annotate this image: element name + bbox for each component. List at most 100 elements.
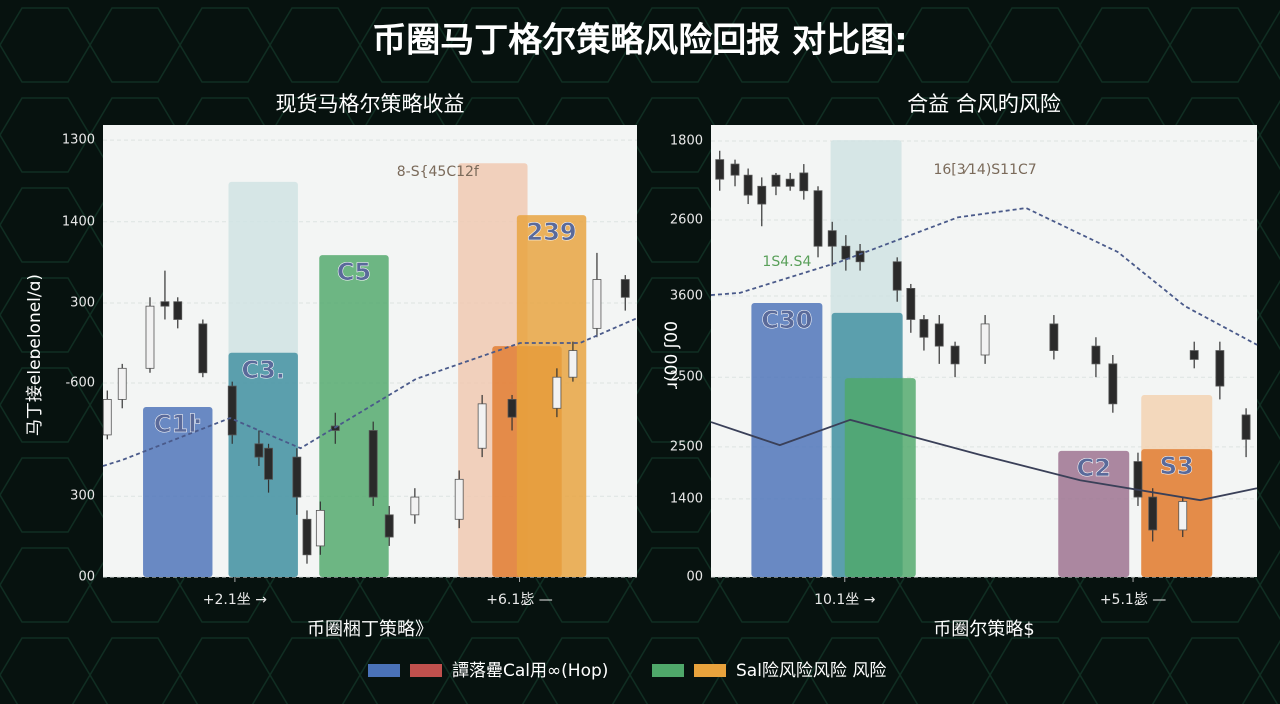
legend-label: 譚落罍Cal用∞(Hop): [452, 661, 608, 681]
candle-body: [799, 172, 809, 192]
bar-label: C2: [1077, 454, 1111, 482]
candle-body: [102, 398, 112, 436]
y-tick-label: 1300: [62, 133, 95, 148]
candle-body: [620, 279, 630, 298]
candle-body: [454, 478, 464, 520]
candle-body: [1091, 345, 1101, 365]
candle-body: [950, 345, 960, 365]
candle-body: [813, 190, 823, 247]
bar: [751, 303, 823, 577]
candle-body: [410, 496, 420, 516]
y-axis-label: 马丁接eleɒelonel/ɑ): [25, 274, 45, 436]
legend-swatch: [368, 664, 400, 677]
candle-body: [160, 301, 170, 307]
candle-body: [368, 430, 378, 498]
candle-body: [1189, 350, 1199, 360]
annotation: 1S4.S4: [762, 254, 811, 270]
y-axis-label: ɹ(00 ʃ00: [662, 321, 682, 389]
candle-body: [1241, 414, 1251, 440]
bar: [844, 378, 916, 577]
page-title: 币圈马丁格尔策略风险回报 对比图:: [372, 21, 907, 61]
y-tick-label: 3600: [670, 288, 703, 303]
candle-body: [757, 185, 767, 205]
candle-body: [507, 398, 517, 418]
legend-label: Sal险风险风险 风险: [736, 661, 886, 681]
candle-body: [302, 518, 312, 556]
bar-label: C5: [337, 258, 371, 286]
candle-body: [715, 159, 725, 180]
candle-body: [841, 245, 851, 260]
candle-body: [785, 178, 795, 187]
candle-body: [934, 323, 944, 347]
y-tick-label: 300: [70, 296, 95, 311]
y-tick-label: 2500: [670, 370, 703, 385]
y-tick-label: 00: [686, 570, 703, 585]
y-tick-label: 300: [70, 489, 95, 504]
candle-body: [477, 403, 487, 449]
candle-body: [1049, 323, 1059, 351]
x-tick-label: 10.1坐 →: [814, 592, 876, 608]
candle-body: [384, 514, 394, 538]
x-tick-label: +2.1坐 →: [203, 592, 267, 608]
bar: [1058, 450, 1130, 577]
candle-body: [198, 323, 208, 374]
legend-swatch: [652, 664, 684, 677]
x-axis-label: 币圈尔策略$: [933, 619, 1034, 640]
candle-body: [906, 287, 916, 320]
candle-body: [145, 305, 155, 369]
x-axis-label: 币圈梱丁策略》: [307, 619, 433, 640]
candle-body: [292, 456, 302, 498]
candle-body: [117, 367, 127, 400]
candle-body: [827, 230, 837, 247]
candle-body: [552, 376, 562, 409]
candle-body: [1108, 363, 1118, 405]
legend-swatch: [410, 664, 442, 677]
bar: [1141, 449, 1213, 577]
y-tick-label: 1400: [670, 491, 703, 506]
annotation: 16[3⁄14)S11C7: [933, 162, 1036, 178]
y-tick-label: 2600: [670, 213, 703, 228]
candle-body: [855, 250, 865, 263]
candle-body: [227, 385, 237, 436]
bar-label: S3: [1160, 452, 1194, 480]
y-tick-label: 1800: [670, 133, 703, 148]
bar: [228, 352, 298, 577]
candle-body: [980, 323, 990, 356]
y-tick-label: -600: [65, 375, 95, 390]
candle-body: [1178, 501, 1188, 531]
candle-body: [892, 261, 902, 291]
y-tick-label: 00: [78, 570, 95, 585]
candle-body: [1148, 496, 1158, 531]
candle-body: [1215, 350, 1225, 387]
candle-body: [771, 174, 781, 187]
candle-body: [743, 174, 753, 196]
bar-label: C3.: [241, 356, 284, 384]
bar-label: C30: [761, 306, 812, 334]
bar: [143, 406, 213, 577]
bar-label: 239: [527, 218, 577, 246]
annotation: 8-S{45C12f: [397, 164, 480, 180]
x-tick-label: +6.1毖 —: [486, 592, 552, 608]
candle-body: [264, 447, 273, 480]
candle-body: [730, 163, 740, 176]
candle-body: [919, 319, 929, 338]
chart-title: 合益 合风旳风险: [907, 92, 1061, 116]
candle-body: [1133, 461, 1143, 498]
line: [102, 317, 638, 467]
candle-body: [568, 350, 578, 378]
chart-title: 现货马格尔策略收益: [276, 92, 465, 116]
x-tick-label: +5.1毖 —: [1100, 592, 1166, 608]
candle-body: [315, 509, 325, 547]
y-tick-label: 1400: [62, 214, 95, 229]
candle-body: [592, 279, 602, 329]
bar: [516, 215, 587, 577]
y-tick-label: 2500: [670, 439, 703, 454]
legend-swatch: [694, 664, 726, 677]
line: [710, 207, 1258, 346]
line: [710, 418, 1258, 502]
candle-body: [173, 301, 183, 320]
bar-label: C1ŀ: [154, 410, 202, 438]
candle-body: [254, 443, 264, 458]
